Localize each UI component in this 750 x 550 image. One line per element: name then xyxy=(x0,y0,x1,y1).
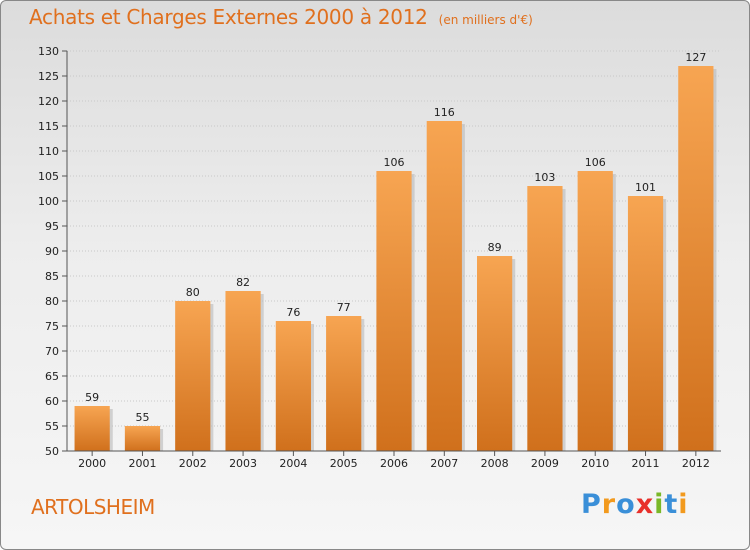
x-tick-label: 2002 xyxy=(179,457,207,470)
data-label: 59 xyxy=(85,391,99,404)
bar xyxy=(175,301,211,451)
data-label: 116 xyxy=(434,106,455,119)
logo-letter: t xyxy=(664,489,679,520)
x-tick-label: 2007 xyxy=(430,457,458,470)
bar xyxy=(74,406,110,451)
data-label: 89 xyxy=(488,241,502,254)
data-label: 76 xyxy=(286,306,300,319)
y-tick-label: 55 xyxy=(45,420,59,433)
y-tick-label: 110 xyxy=(38,145,59,158)
x-tick-label: 2005 xyxy=(330,457,358,470)
y-tick-label: 85 xyxy=(45,270,59,283)
bar xyxy=(275,321,311,451)
bar xyxy=(477,256,513,451)
chart-title: Achats et Charges Externes 2000 à 2012 (… xyxy=(29,5,533,29)
bar xyxy=(426,121,462,451)
y-tick-label: 130 xyxy=(38,45,59,58)
y-tick-label: 100 xyxy=(38,195,59,208)
data-label: 106 xyxy=(384,156,405,169)
x-tick-label: 2010 xyxy=(581,457,609,470)
y-tick-label: 70 xyxy=(45,345,59,358)
bar xyxy=(678,66,714,451)
logo-letter: i xyxy=(654,489,665,520)
y-tick-label: 105 xyxy=(38,170,59,183)
y-tick-label: 80 xyxy=(45,295,59,308)
data-label: 77 xyxy=(337,301,351,314)
data-label: 127 xyxy=(685,51,706,64)
bar xyxy=(376,171,412,451)
logo-letter: x xyxy=(635,489,655,520)
bars: 59 55 80 82 76 77 106 116 89 103 106 101 127 xyxy=(74,51,717,451)
data-label: 55 xyxy=(135,411,149,424)
data-label: 80 xyxy=(186,286,200,299)
y-tick-label: 75 xyxy=(45,320,59,333)
y-tick-label: 65 xyxy=(45,370,59,383)
x-tick-label: 2012 xyxy=(682,457,710,470)
logo-letter: r xyxy=(601,489,617,520)
x-tick-label: 2003 xyxy=(229,457,257,470)
y-tick-label: 95 xyxy=(45,220,59,233)
logo-letter: i xyxy=(678,489,689,520)
title-unit: (en milliers d'€) xyxy=(438,13,533,27)
data-label: 101 xyxy=(635,181,656,194)
y-tick-label: 50 xyxy=(45,445,59,458)
x-tick-label: 2009 xyxy=(531,457,559,470)
y-tick-label: 90 xyxy=(45,245,59,258)
bar xyxy=(577,171,613,451)
bar xyxy=(527,186,563,451)
x-tick-label: 2000 xyxy=(78,457,106,470)
logo-letter: P xyxy=(581,489,602,520)
bar xyxy=(627,196,664,451)
logo-letter: o xyxy=(616,489,636,520)
axes: 50 55 60 65 70 75 80 85 90 95 100 105 110 115 120 125 13… xyxy=(38,45,721,470)
x-tick-label: 2008 xyxy=(481,457,509,470)
data-label: 106 xyxy=(585,156,606,169)
x-tick-label: 2011 xyxy=(632,457,660,470)
x-tick-label: 2004 xyxy=(279,457,307,470)
data-label: 103 xyxy=(534,171,555,184)
x-tick-label: 2006 xyxy=(380,457,408,470)
data-label: 82 xyxy=(236,276,250,289)
bar xyxy=(326,316,362,451)
bar xyxy=(124,426,161,451)
bar xyxy=(225,291,261,451)
y-tick-label: 60 xyxy=(45,395,59,408)
y-tick-label: 115 xyxy=(38,120,59,133)
y-tick-label: 120 xyxy=(38,95,59,108)
town-name: ARTOLSHEIM xyxy=(31,495,155,519)
proxiti-logo: Proxiti xyxy=(581,489,689,520)
title-text: Achats et Charges Externes 2000 à 2012 xyxy=(29,5,428,29)
y-tick-label: 125 xyxy=(38,70,59,83)
x-tick-label: 2001 xyxy=(128,457,156,470)
